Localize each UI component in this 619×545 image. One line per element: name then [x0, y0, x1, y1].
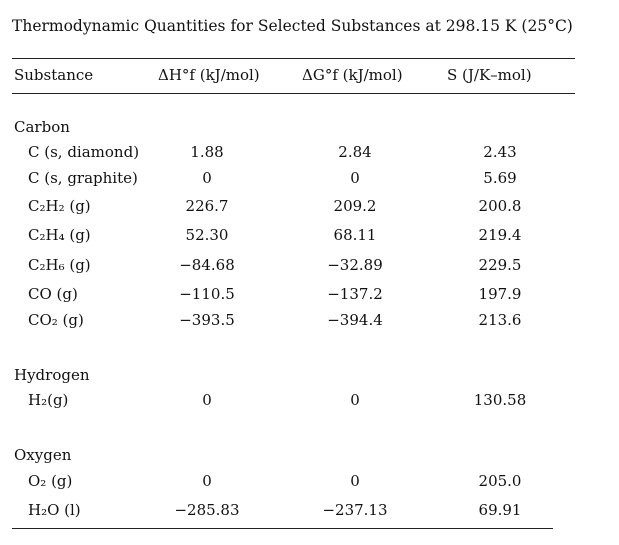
table-cell: −285.83 — [174, 501, 240, 519]
column-header: S (J/K–mol) — [447, 66, 532, 84]
table-cell: 5.69 — [483, 169, 517, 187]
table-cell: 0 — [350, 472, 360, 490]
table-cell: −137.2 — [327, 285, 383, 303]
substance-name: C (s, graphite) — [28, 169, 138, 187]
table-cell: 0 — [202, 391, 212, 409]
table-cell: 229.5 — [478, 256, 522, 274]
substance-name: C (s, diamond) — [28, 143, 140, 161]
substance-name: H₂O (l) — [28, 501, 81, 519]
header-rule — [12, 93, 575, 94]
table-cell: 0 — [350, 391, 360, 409]
table-cell: −237.13 — [322, 501, 388, 519]
group-label: Hydrogen — [14, 366, 90, 384]
table-cell: 197.9 — [478, 285, 522, 303]
table-cell: −84.68 — [179, 256, 235, 274]
column-header: ΔH°f (kJ/mol) — [158, 66, 260, 84]
table-cell: 209.2 — [333, 197, 377, 215]
table-cell: 200.8 — [478, 197, 522, 215]
table-cell: 0 — [202, 169, 212, 187]
table-cell: 52.30 — [185, 226, 229, 244]
substance-name: H₂(g) — [28, 391, 69, 409]
table-cell: −110.5 — [179, 285, 235, 303]
substance-name: O₂ (g) — [28, 472, 73, 490]
table-cell: 2.43 — [483, 143, 517, 161]
table-cell: 0 — [350, 169, 360, 187]
table-cell: 2.84 — [338, 143, 372, 161]
group-label: Carbon — [14, 118, 70, 136]
substance-name: CO₂ (g) — [28, 311, 84, 329]
column-header: ΔG°f (kJ/mol) — [302, 66, 403, 84]
table-cell: 219.4 — [478, 226, 522, 244]
column-header: Substance — [14, 66, 94, 84]
bottom-rule — [12, 528, 553, 529]
table-cell: 130.58 — [473, 391, 527, 409]
table-cell: 0 — [202, 472, 212, 490]
table-cell: −32.89 — [327, 256, 383, 274]
table-cell: 69.91 — [478, 501, 522, 519]
table-cell: −394.4 — [327, 311, 383, 329]
table-title: Thermodynamic Quantities for Selected Su… — [12, 17, 573, 35]
top-rule — [12, 58, 575, 59]
table-cell: 68.11 — [333, 226, 377, 244]
table-cell: 205.0 — [478, 472, 522, 490]
substance-name: C₂H₂ (g) — [28, 197, 91, 215]
table-cell: −393.5 — [179, 311, 235, 329]
substance-name: C₂H₆ (g) — [28, 256, 91, 274]
table-cell: 226.7 — [185, 197, 229, 215]
group-label: Oxygen — [14, 446, 72, 464]
substance-name: CO (g) — [28, 285, 78, 303]
substance-name: C₂H₄ (g) — [28, 226, 91, 244]
table-cell: 1.88 — [190, 143, 224, 161]
table-cell: 213.6 — [478, 311, 522, 329]
